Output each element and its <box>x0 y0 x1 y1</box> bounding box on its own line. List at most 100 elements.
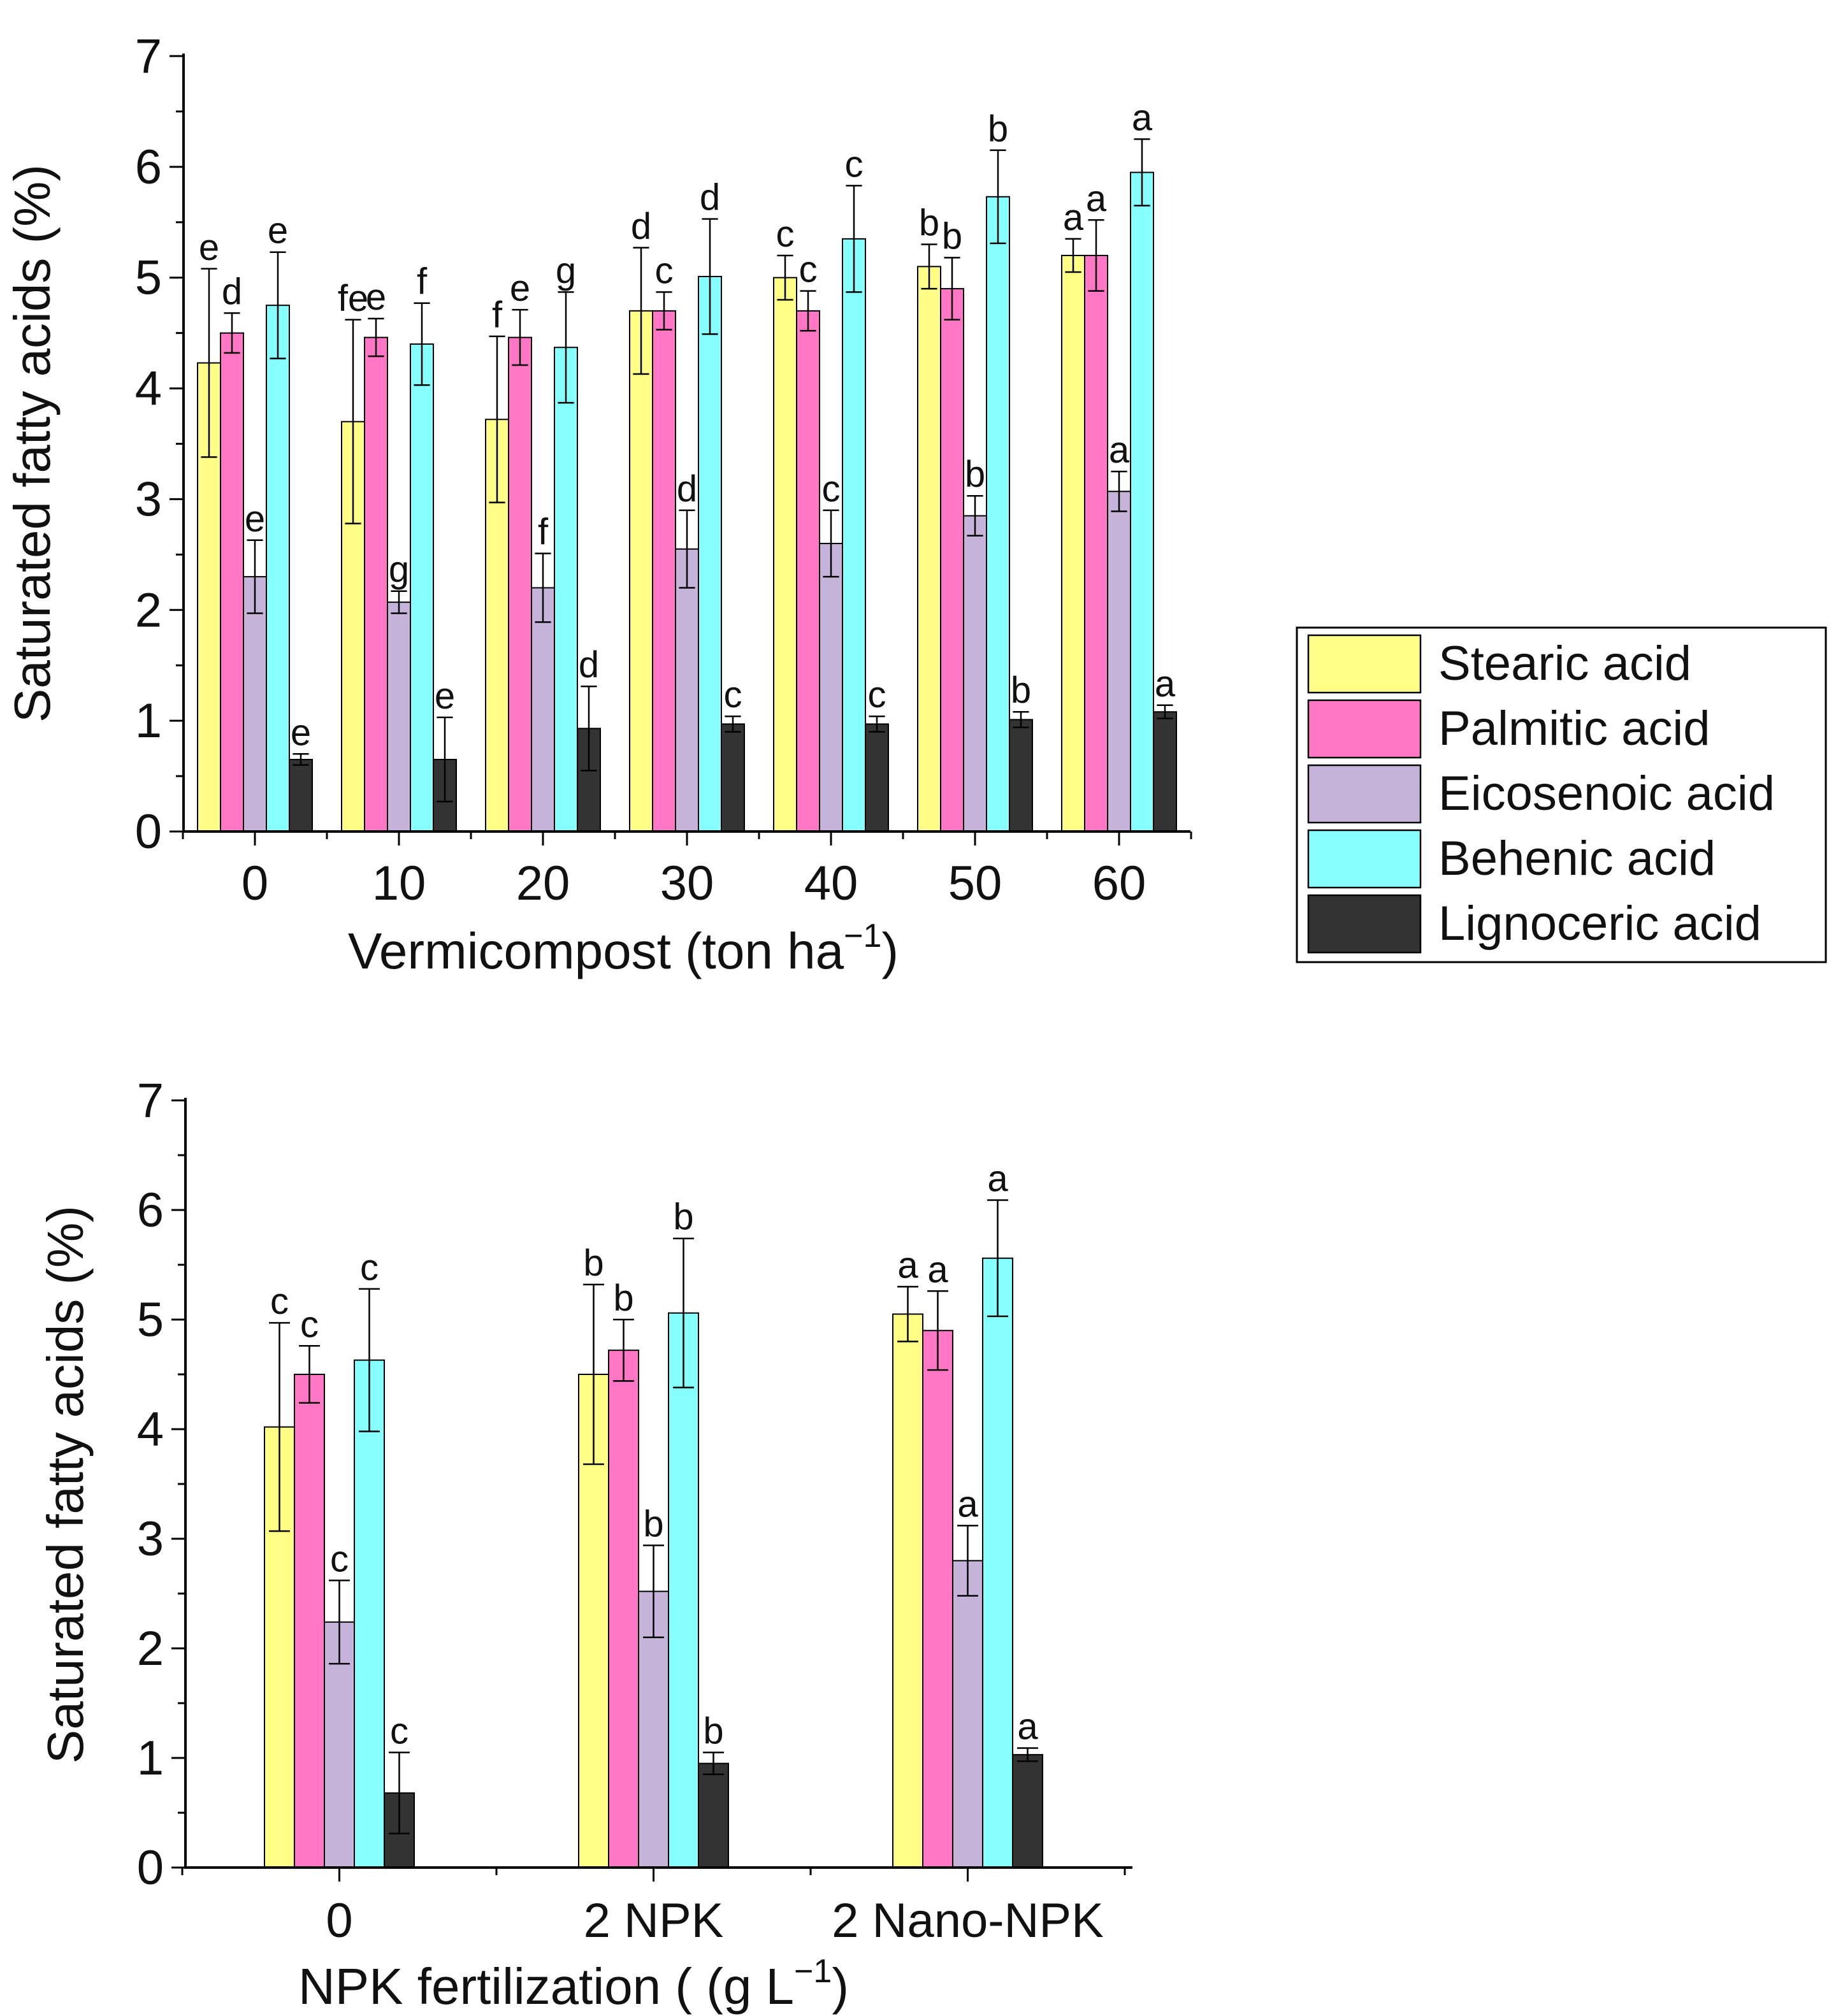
significance-label: e <box>268 210 288 252</box>
bar <box>819 542 843 832</box>
x-axis-title: NPK fertilization ( (g L−1) <box>298 1953 849 2015</box>
bar <box>698 1762 729 1869</box>
bar <box>354 1359 385 1868</box>
legend-label: Palmitic acid <box>1438 702 1710 756</box>
legend-swatch <box>1307 894 1422 954</box>
bar <box>294 1374 325 1868</box>
significance-label: e <box>510 268 530 309</box>
significance-label: d <box>700 177 720 219</box>
y-tick-label: 0 <box>135 805 162 859</box>
bar <box>629 310 653 833</box>
significance-label: e <box>199 227 219 268</box>
bar <box>243 576 267 833</box>
significance-label: c <box>799 249 818 291</box>
y-tick-label: 1 <box>135 694 162 748</box>
legend-swatch <box>1307 764 1422 824</box>
significance-label: c <box>270 1281 289 1322</box>
legend-label: Eicosenoic acid <box>1438 767 1775 821</box>
significance-label: b <box>673 1197 693 1238</box>
y-axis-title: Saturated fatty acids (%) <box>4 164 61 723</box>
significance-label: c <box>330 1538 349 1580</box>
bar <box>796 310 820 833</box>
bar <box>220 332 244 832</box>
bar <box>1012 1753 1043 1869</box>
significance-label: c <box>868 674 886 716</box>
significance-label: e <box>291 712 311 753</box>
significance-label: b <box>1011 670 1031 711</box>
significance-label: b <box>942 215 962 257</box>
significance-label: e <box>366 277 386 318</box>
bar <box>982 1257 1013 1869</box>
significance-label: fe <box>338 278 368 319</box>
y-tick-label: 4 <box>135 362 162 416</box>
significance-label: c <box>390 1710 408 1752</box>
significance-label: b <box>919 203 939 244</box>
x-tick-label: 40 <box>804 856 858 911</box>
bar <box>842 238 866 833</box>
bar <box>721 723 745 832</box>
significance-label: c <box>655 250 674 291</box>
legend-swatch <box>1307 829 1422 889</box>
significance-label: b <box>643 1503 663 1544</box>
x-tick-label: 50 <box>948 856 1002 911</box>
bar <box>266 305 290 832</box>
x-axis-title: Vermicompost (ton ha−1) <box>348 918 899 979</box>
significance-label: b <box>965 454 985 495</box>
bar <box>289 758 313 832</box>
y-tick-label: 7 <box>135 29 162 83</box>
legend: Stearic acid Palmitic acid Eicosenoic acid… <box>1296 626 1827 963</box>
significance-label: c <box>776 213 795 255</box>
x-tick-label: 20 <box>516 856 570 911</box>
significance-label: a <box>1086 178 1107 219</box>
y-tick-label: 5 <box>137 1293 164 1347</box>
x-tick-label: 2 NPK <box>584 1894 724 1948</box>
bar <box>963 515 987 832</box>
x-tick-label: 60 <box>1092 856 1146 911</box>
significance-label: d <box>677 468 697 510</box>
significance-label: a <box>897 1244 918 1286</box>
significance-label: b <box>988 108 1008 150</box>
bar <box>554 347 578 832</box>
bar <box>652 310 676 833</box>
significance-label: g <box>389 549 409 591</box>
bar <box>865 723 889 832</box>
significance-label: f <box>538 512 549 553</box>
significance-label: b <box>703 1710 723 1752</box>
legend-swatch <box>1307 634 1422 694</box>
bar <box>608 1350 639 1868</box>
significance-label: a <box>1132 97 1153 138</box>
significance-label: a <box>1063 197 1084 238</box>
y-tick-label: 2 <box>137 1622 164 1676</box>
significance-label: a <box>1017 1706 1038 1748</box>
significance-label: d <box>631 206 651 247</box>
legend-label: Behenic acid <box>1438 832 1716 886</box>
significance-label: e <box>435 675 455 717</box>
bar <box>1130 171 1154 832</box>
x-tick-label: 30 <box>660 856 714 911</box>
bar <box>917 266 941 833</box>
bar <box>1084 254 1108 832</box>
y-tick-label: 3 <box>135 472 162 526</box>
significance-label: a <box>927 1249 948 1290</box>
significance-label: d <box>222 271 242 312</box>
significance-label: c <box>822 468 841 510</box>
y-axis-title: Saturated fatty acids (%) <box>37 1206 94 1764</box>
significance-label: f <box>417 261 428 303</box>
bar <box>1009 719 1033 833</box>
y-tick-label: 3 <box>137 1512 164 1566</box>
bar <box>387 601 411 832</box>
bar <box>892 1313 923 1868</box>
bar <box>1153 711 1177 832</box>
y-tick-label: 2 <box>135 583 162 637</box>
x-tick-label: 0 <box>242 856 268 911</box>
y-tick-label: 5 <box>135 251 162 305</box>
y-tick-label: 1 <box>137 1731 164 1785</box>
bar <box>952 1560 983 1868</box>
bar <box>1061 254 1085 832</box>
significance-label: e <box>245 498 265 540</box>
bar <box>410 343 434 832</box>
bar <box>940 288 964 833</box>
bar <box>986 196 1010 832</box>
